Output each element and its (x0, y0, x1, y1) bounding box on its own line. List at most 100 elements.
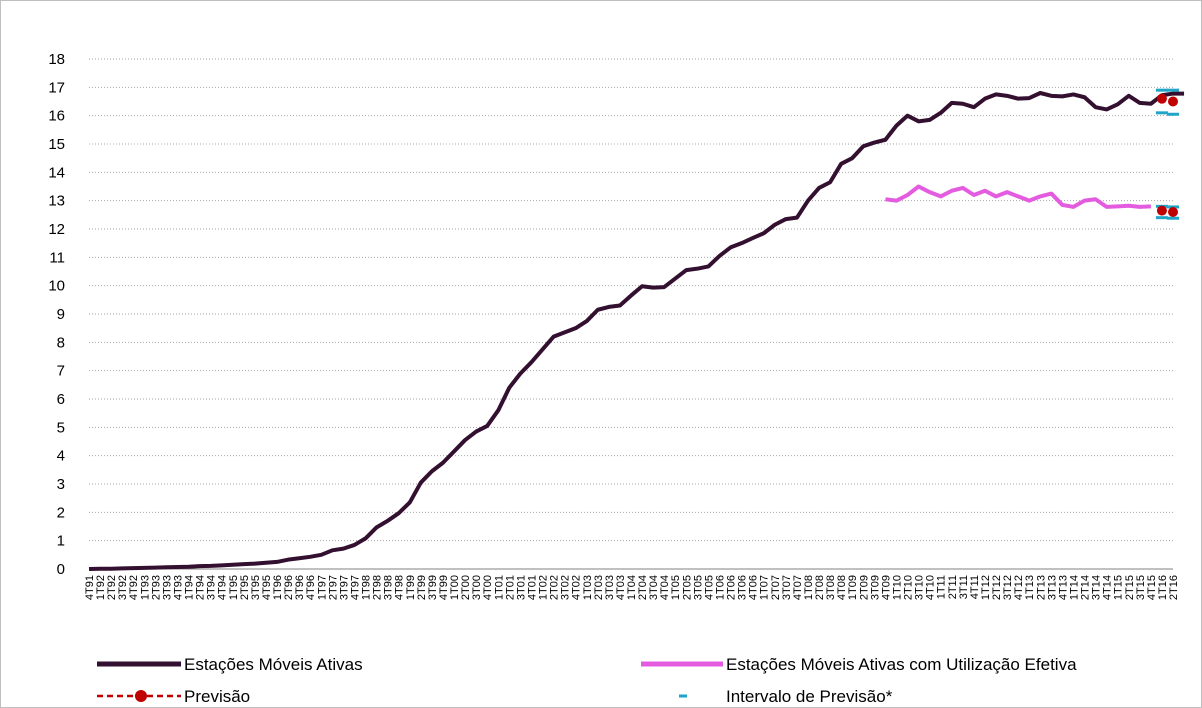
x-tick-label: 3T04 (648, 575, 660, 600)
x-tick-label: 4T14 (1102, 575, 1114, 600)
y-tick-label: 16 (48, 108, 65, 125)
y-tick-label: 18 (48, 51, 65, 68)
legend-label-interval: Intervalo de Previsão* (726, 687, 893, 706)
x-tick-label: 1T97 (316, 575, 328, 600)
legend-label-series2: Estações Móveis Ativas com Utilização Ef… (726, 655, 1077, 674)
x-tick-label: 1T94 (184, 575, 196, 600)
x-tick-label: 1T99 (405, 575, 417, 600)
x-tick-label: 2T97 (327, 575, 339, 600)
series-line-1 (88, 91, 1185, 571)
gridlines (89, 58, 1173, 570)
x-tick-label: 2T14 (1080, 575, 1092, 600)
x-tick-label: 2T94 (195, 575, 207, 600)
x-tick-label: 2T05 (681, 575, 693, 600)
y-tick-label: 11 (49, 249, 65, 266)
x-tick-label: 2T08 (814, 575, 826, 600)
x-tick-label: 2T11 (947, 575, 959, 599)
x-tick-label: 3T06 (737, 575, 749, 600)
x-tick-label: 1T12 (980, 575, 992, 600)
x-tick-label: 2T13 (1035, 575, 1047, 600)
x-tick-label: 1T14 (1068, 575, 1080, 600)
x-tick-label: 2T09 (858, 575, 870, 600)
x-tick-label: 4T02 (571, 575, 583, 600)
x-tick-label: 3T00 (471, 575, 483, 600)
x-tick-label: 4T95 (261, 575, 273, 600)
y-tick-label: 10 (48, 278, 65, 295)
x-tick-label: 4T13 (1057, 575, 1069, 600)
x-tick-label: 4T94 (217, 575, 229, 600)
x-tick-label: 4T08 (836, 575, 848, 600)
y-tick-label: 15 (48, 136, 65, 153)
x-tick-label: 4T06 (748, 575, 760, 600)
x-tick-label: 3T14 (1091, 575, 1103, 600)
x-tick-label: 4T99 (438, 575, 450, 600)
x-tick-label: 4T03 (615, 575, 627, 600)
forecast-point (1168, 96, 1178, 107)
x-tick-label: 1T04 (626, 575, 638, 600)
x-tick-label: 2T10 (903, 575, 915, 600)
x-tick-label: 1T06 (714, 575, 726, 600)
y-tick-label: 3 (57, 476, 65, 493)
x-tick-label: 3T13 (1046, 575, 1058, 600)
y-tick-label: 0 (57, 561, 65, 578)
forecast-point (1156, 93, 1167, 104)
x-tick-label: 4T93 (172, 575, 184, 600)
x-tick-label: 2T15 (1124, 575, 1136, 600)
x-tick-label: 3T92 (117, 575, 129, 600)
x-tick-label: 4T91 (84, 575, 96, 600)
x-tick-label: 1T11 (936, 575, 948, 599)
x-tick-label: 1T92 (95, 575, 107, 600)
x-tick-label: 1T96 (272, 575, 284, 600)
x-tick-label: 2T99 (416, 575, 428, 600)
x-tick-label: 2T04 (637, 575, 649, 600)
forecast-point (1156, 205, 1167, 216)
x-tick-label: 3T93 (161, 575, 173, 600)
x-tick-label: 1T08 (803, 575, 815, 600)
x-tick-label: 2T96 (283, 575, 295, 600)
x-tick-label: 3T96 (294, 575, 306, 600)
x-tick-label: 4T11 (969, 575, 981, 599)
y-tick-label: 1 (57, 533, 65, 550)
x-tick-label: 2T01 (504, 575, 516, 600)
x-tick-label: 3T08 (825, 575, 837, 600)
y-tick-label: 14 (48, 164, 65, 181)
x-tick-label: 2T92 (106, 575, 118, 600)
x-axis: 4T91 1T92 2T92 3T92 4T92 1T93 2T93 3T93 4T93 1T94… (84, 575, 1180, 600)
x-tick-label: 3T02 (560, 575, 572, 600)
x-tick-label: 3T05 (692, 575, 704, 600)
forecast-point (1168, 207, 1178, 217)
y-tick-label: 6 (57, 391, 65, 408)
forecast-layer (1155, 88, 1179, 220)
x-tick-label: 4T00 (482, 575, 494, 600)
x-tick-label: 2T06 (726, 575, 738, 600)
y-tick-label: 7 (57, 363, 65, 380)
x-tick-label: 2T93 (150, 575, 162, 600)
x-tick-label: 1T93 (139, 575, 151, 600)
x-tick-label: 3T99 (427, 575, 439, 600)
x-tick-label: 4T01 (526, 575, 538, 600)
y-tick-label: 13 (48, 193, 65, 210)
y-tick-label: 17 (48, 79, 65, 96)
x-tick-label: 1T10 (891, 575, 903, 600)
x-tick-label: 3T09 (869, 575, 881, 600)
x-tick-label: 1T07 (759, 575, 771, 600)
x-tick-label: 3T95 (250, 575, 262, 600)
x-tick-label: 3T15 (1135, 575, 1147, 600)
x-tick-label: 1T13 (1024, 575, 1036, 600)
x-tick-label: 4T07 (792, 575, 804, 600)
x-tick-label: 1T16 (1157, 575, 1169, 600)
x-tick-label: 1T00 (449, 575, 461, 600)
x-tick-label: 4T97 (349, 575, 361, 600)
x-tick-label: 3T10 (914, 575, 926, 600)
y-tick-label: 12 (48, 221, 65, 238)
x-tick-label: 4T15 (1146, 575, 1158, 600)
x-tick-label: 1T95 (228, 575, 240, 600)
x-tick-label: 1T09 (847, 575, 859, 600)
x-tick-label: 4T09 (880, 575, 892, 600)
x-tick-label: 3T12 (1002, 575, 1014, 600)
x-tick-label: 1T02 (538, 575, 550, 600)
y-tick-label: 4 (57, 448, 65, 465)
x-tick-label: 4T12 (1013, 575, 1025, 600)
